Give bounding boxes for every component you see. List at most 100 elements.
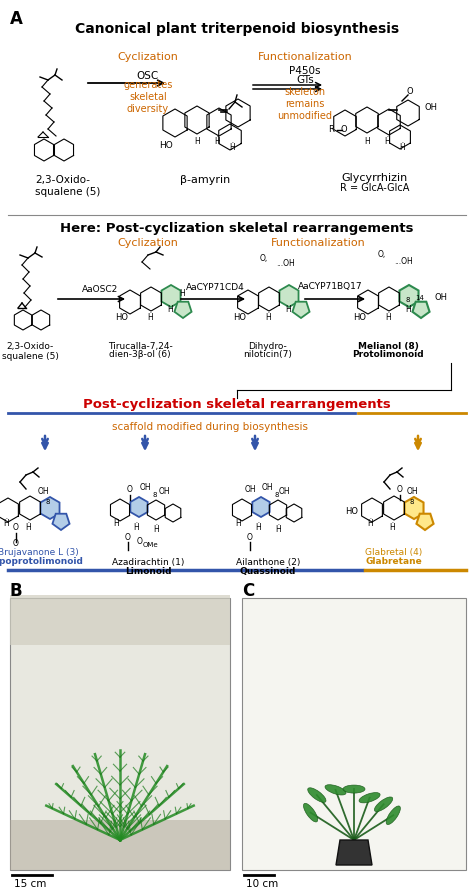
Text: skeleton
remains
unmodified: skeleton remains unmodified [277,88,332,121]
Text: O: O [341,126,347,135]
Text: Ḣ: Ḣ [147,313,153,322]
Text: Ḣ: Ḣ [389,522,395,531]
Text: Canonical plant triterpenoid biosynthesis: Canonical plant triterpenoid biosynthesi… [75,22,399,36]
Text: OH: OH [278,487,290,496]
Text: Cyclization: Cyclization [118,238,178,248]
Text: Melianol (8): Melianol (8) [357,342,419,351]
Text: 8: 8 [275,492,279,498]
Text: AaCYP71BQ17: AaCYP71BQ17 [298,282,362,291]
Text: H: H [167,305,173,314]
Polygon shape [400,285,419,307]
Ellipse shape [386,806,401,824]
Ellipse shape [359,793,380,803]
Text: β-amyrin: β-amyrin [180,175,230,185]
Text: Ḣ: Ḣ [235,520,241,529]
Text: 14: 14 [416,295,424,301]
Text: Ḣ: Ḣ [265,313,271,322]
Ellipse shape [325,785,346,795]
Bar [10,598,230,870]
Text: Cyclization: Cyclization [118,52,178,62]
Text: Quassinoid: Quassinoid [240,567,296,576]
Text: HO: HO [353,313,366,322]
Text: Glycyrrhizin: Glycyrrhizin [342,173,408,183]
Text: Here: Post-cyclization skeletal rearrangements: Here: Post-cyclization skeletal rearrang… [60,222,414,235]
Text: O,: O, [260,254,268,263]
Text: O: O [137,538,143,547]
Text: OH: OH [435,294,448,303]
Bar [10,595,230,645]
Text: 2,3-Oxido-
squalene (5): 2,3-Oxido- squalene (5) [1,342,58,362]
Text: O: O [13,539,19,548]
Text: Brujavanone L (3): Brujavanone L (3) [0,548,78,557]
Text: R: R [328,126,334,135]
Text: Ḣ: Ḣ [384,138,390,146]
Polygon shape [53,513,70,530]
Text: B: B [10,582,23,600]
Text: OH: OH [158,488,170,497]
Ellipse shape [308,788,326,803]
Text: Ḣ: Ḣ [399,144,405,153]
Text: OH: OH [407,488,419,497]
Text: AaOSC2: AaOSC2 [82,286,118,295]
Text: AaCYP71CD4: AaCYP71CD4 [186,283,245,293]
Bar [242,598,466,870]
Text: Ailanthone (2): Ailanthone (2) [236,558,300,567]
Text: OH: OH [261,483,273,493]
Text: Ḣ: Ḣ [3,520,9,529]
Text: OMe: OMe [142,542,158,548]
Polygon shape [292,302,310,318]
Text: 8: 8 [406,297,410,303]
Polygon shape [280,285,299,307]
Text: H: H [194,137,200,146]
Text: O: O [247,533,253,543]
Polygon shape [404,497,424,519]
Text: scaffold modified during biosynthesis: scaffold modified during biosynthesis [112,422,308,432]
Text: R = GlcA-GlcA: R = GlcA-GlcA [340,183,410,193]
Text: OH: OH [139,483,151,493]
Text: Limonoid: Limonoid [125,567,171,576]
Text: Ḣ: Ḣ [275,525,281,535]
Text: O: O [397,486,403,495]
Text: Ḣ: Ḣ [153,525,159,535]
Text: GTs: GTs [296,75,314,85]
Text: HO: HO [159,140,173,149]
Text: Ḣ: Ḣ [133,523,139,532]
Polygon shape [130,497,148,517]
Polygon shape [162,285,181,307]
Text: H: H [179,289,185,298]
Text: OSC: OSC [137,71,159,81]
Text: 8: 8 [410,499,414,505]
Polygon shape [40,497,60,519]
Text: Ḣ: Ḣ [385,313,391,322]
Text: generates
skeletal
diversity: generates skeletal diversity [123,80,173,113]
Text: A: A [10,10,23,28]
Text: Tirucalla-7,24-: Tirucalla-7,24- [108,342,173,351]
Text: Post-cyclization skeletal rearrangements: Post-cyclization skeletal rearrangements [83,398,391,411]
Text: HO: HO [345,507,358,516]
Text: ...OH: ...OH [394,257,413,266]
Text: C: C [242,582,254,600]
Text: Dihydro-: Dihydro- [249,342,287,351]
Text: O,: O, [378,251,386,260]
Text: H: H [364,137,370,146]
Text: O: O [407,88,413,96]
Text: O: O [13,523,19,532]
Text: Ḣ: Ḣ [25,522,31,531]
Polygon shape [336,840,372,865]
Text: Glabretane: Glabretane [365,557,422,566]
Ellipse shape [303,804,318,822]
Text: Ḣ: Ḣ [214,138,220,146]
Text: Protolimonoid: Protolimonoid [352,350,424,359]
Text: O: O [127,486,133,495]
Polygon shape [252,497,270,517]
Polygon shape [417,513,434,530]
Text: OH: OH [244,486,256,495]
Text: Ḣ: Ḣ [229,144,235,153]
Text: Apoprotolimonoid: Apoprotolimonoid [0,557,83,566]
Polygon shape [174,302,191,318]
Text: HO: HO [233,313,246,322]
Text: OH: OH [37,488,49,497]
Text: Azadirachtin (1): Azadirachtin (1) [112,558,184,567]
Polygon shape [412,302,429,318]
Text: Ḣ: Ḣ [367,520,373,529]
